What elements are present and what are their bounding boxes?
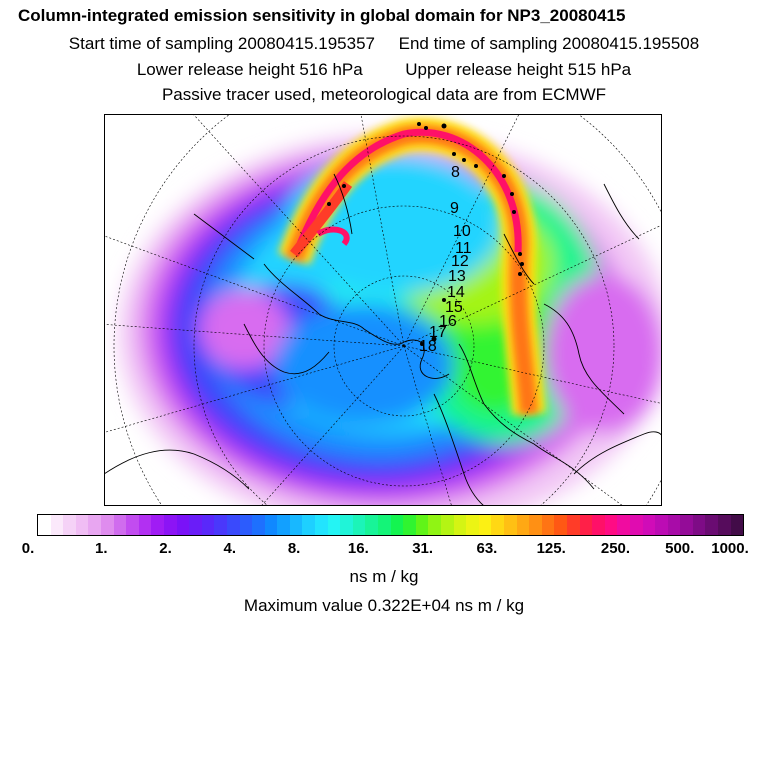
trajectory-label-9: 9 [450, 200, 459, 217]
trajectory-label-16: 16 [439, 313, 457, 330]
colorbar-segment [252, 515, 265, 535]
colorbar-tick-label: 500. [665, 540, 695, 557]
colorbar-ticks: 0. 1. 2. 4. 8. 16. 31. 63. 125. 250. 500. 1000. [0, 540, 768, 560]
colorbar-tick-label: 8. [287, 540, 301, 557]
colorbar-tick-label: 4. [223, 540, 237, 557]
colorbar-segment [302, 515, 316, 535]
colorbar-segment [680, 515, 693, 535]
colorbar-segment [529, 515, 542, 535]
colorbar-segment [667, 515, 681, 535]
colorbar-segment [390, 515, 404, 535]
colorbar-segment [403, 515, 416, 535]
colorbar-segment [566, 515, 580, 535]
trajectory-label-15: 15 [445, 299, 463, 316]
trajectory-label-13: 13 [448, 268, 466, 285]
colorbar-segment [441, 515, 454, 535]
colorbar-segment [75, 515, 89, 535]
colorbar-segment [327, 515, 341, 535]
colorbar-segment [151, 515, 164, 535]
trajectory-label-14: 14 [447, 284, 465, 301]
colorbar-segment [126, 515, 139, 535]
map-frame [104, 114, 662, 506]
colorbar-tick-label: 250. [600, 540, 631, 557]
colorbar-segment [340, 515, 353, 535]
colorbar-segment [592, 515, 605, 535]
colorbar-tick-label: 16. [347, 540, 369, 557]
colorbar-segment [692, 515, 706, 535]
colorbar-segment [315, 515, 328, 535]
colorbar-segment [604, 515, 618, 535]
lat-lon-grid [104, 114, 662, 506]
colorbar-segment [642, 515, 656, 535]
colorbar-tick-label: 2. [159, 540, 172, 557]
colorbar-segment [88, 515, 101, 535]
colorbar-segment [541, 515, 555, 535]
map-title: Column-integrated emission sensitivity i… [18, 6, 626, 25]
start-time-label: Start time of sampling 20080415.195357 [68, 34, 376, 53]
colorbar-tick-label: 63. [476, 540, 498, 557]
colorbar-segment [352, 515, 366, 535]
colorbar-segment [730, 515, 744, 535]
colorbar-tick-label: 1000. [711, 540, 749, 557]
colorbar-segment [579, 515, 593, 535]
trajectory-label-17: 17 [429, 324, 447, 341]
colorbar-segment [226, 515, 240, 535]
colorbar-segment [264, 515, 278, 535]
colorbar-segment [478, 515, 492, 535]
trajectory-labels: 8 9 10 11 12 13 14 15 16 17 18 [419, 164, 472, 355]
colorbar-segment [428, 515, 441, 535]
colorbar-segment [289, 515, 303, 535]
colorbar-segment [201, 515, 215, 535]
colorbar-unit: ns m / kg [349, 567, 419, 586]
colorbar-segment [277, 515, 290, 535]
emission-sensitivity-map: 8 9 10 11 12 13 14 15 16 17 18 [104, 114, 662, 506]
colorbar-segment [617, 515, 630, 535]
trajectory-label-8: 8 [451, 164, 460, 181]
colorbar-segment [491, 515, 504, 535]
colorbar-segment [415, 515, 429, 535]
sampling-times: Start time of sampling 20080415.195357 E… [0, 34, 768, 54]
colorbar-segment [189, 515, 202, 535]
end-time-label: End time of sampling 20080415.195508 [398, 34, 700, 53]
colorbar-segment [378, 515, 391, 535]
colorbar-segment [38, 515, 51, 535]
colorbar-segment [718, 515, 731, 535]
trajectory-label-18: 18 [419, 338, 437, 355]
colorbar-segment [705, 515, 719, 535]
release-heights: Lower release height 516 hPa Upper relea… [0, 60, 768, 80]
colorbar-segment [113, 515, 127, 535]
colorbar-segment [176, 515, 190, 535]
colorbar-segment [50, 515, 64, 535]
colorbar-segment [629, 515, 643, 535]
colorbar-segment [554, 515, 567, 535]
colorbar-segment [239, 515, 253, 535]
colorbar-segment [655, 515, 668, 535]
colorbar-tick-label: 125. [536, 540, 566, 557]
colorbar-segment [63, 515, 76, 535]
coastlines [104, 173, 662, 506]
colorbar-tick-label: 31. [412, 540, 434, 557]
upper-release-label: Upper release height 515 hPa [405, 60, 632, 79]
colorbar-segment [214, 515, 227, 535]
trajectory-label-10: 10 [453, 223, 471, 240]
trajectory-label-12: 12 [451, 253, 469, 270]
particle-clusters [327, 122, 524, 346]
lower-release-label: Lower release height 516 hPa [136, 60, 363, 79]
colorbar-segment [466, 515, 479, 535]
tracer-info: Passive tracer used, meteorological data… [161, 85, 607, 104]
colorbar-tick-label: 0. [21, 540, 35, 557]
trajectory-label-11: 11 [455, 240, 472, 257]
colorbar-tick-label: 1. [95, 540, 108, 557]
colorbar-segment [138, 515, 152, 535]
colorbar-segment [100, 515, 114, 535]
colorbar-segment [503, 515, 517, 535]
colorbar-segment [163, 515, 177, 535]
maximum-value: Maximum value 0.322E+04 ns m / kg [243, 596, 525, 615]
colorbar-segment [365, 515, 379, 535]
colorbar [37, 514, 744, 536]
colorbar-segment [453, 515, 467, 535]
colorbar-segment [516, 515, 530, 535]
